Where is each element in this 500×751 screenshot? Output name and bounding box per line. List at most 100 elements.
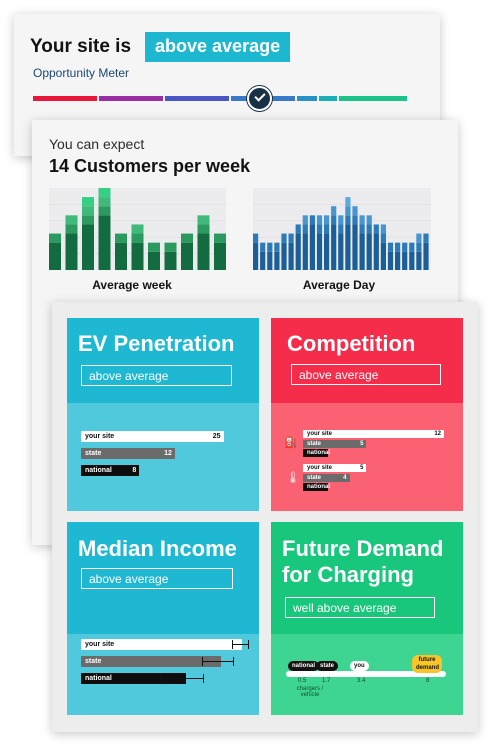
- chart-bar-segment: [115, 242, 127, 270]
- demand-tile-header: [271, 522, 463, 634]
- competition-bar-your-site-value: 12: [434, 431, 441, 437]
- chart-bar-segment: [302, 215, 308, 225]
- ev-bar-state-value: 12: [164, 450, 172, 457]
- chart-bar-segment: [345, 215, 351, 225]
- expect-headline: 14 Customers per week: [49, 156, 251, 176]
- ev-bar-national-value: 8: [132, 467, 137, 474]
- chart-bar-segment: [316, 233, 323, 270]
- income-bar-state: state: [81, 656, 221, 667]
- chart-bar-segment: [82, 197, 94, 207]
- demand-tick-label: 1.7: [322, 678, 331, 684]
- thermometer-icon: 🌡: [286, 472, 300, 484]
- chart-bar-segment: [98, 188, 111, 198]
- chart-bar-segment: [295, 233, 301, 270]
- competition-tile-body: [271, 403, 463, 511]
- demand-marker-you: you: [350, 661, 369, 671]
- meter-segment: [165, 96, 229, 101]
- competition-tile-header: [271, 318, 463, 403]
- chart-bar-segment: [65, 215, 78, 225]
- chart-bar-segment: [380, 242, 386, 270]
- average-week-caption: Average week: [92, 278, 172, 292]
- median-income-value: above average: [81, 568, 233, 589]
- chart-bar-segment: [164, 251, 177, 270]
- opportunity-meter-label: Opportunity Meter: [33, 66, 130, 80]
- ev-tile-header: [67, 318, 259, 403]
- chart-bar-segment: [98, 206, 111, 216]
- chart-bar-segment: [281, 233, 287, 243]
- future-demand-value: well above average: [285, 597, 435, 618]
- chart-bar-segment: [395, 242, 401, 252]
- income-bar-your-site-label: your site: [85, 641, 115, 648]
- chart-bar-segment: [366, 215, 372, 225]
- demand-tick-label: 8: [426, 678, 430, 684]
- competition-bar-your-site: your site 12: [303, 430, 444, 438]
- chart-bar-segment: [380, 233, 386, 243]
- competition-bar-state: state 4: [303, 473, 350, 482]
- chart-bar-segment: [131, 242, 144, 270]
- median-income-tile: Median Income above average your site sta…: [67, 522, 259, 715]
- demand-marker-state: state: [316, 661, 339, 671]
- ev-bar-your-site-label: your site: [85, 433, 115, 440]
- competition-bar-state-value: 4: [343, 474, 347, 481]
- competition-bar-national-label: national: [307, 484, 331, 490]
- demand-tick-label: 0.5: [298, 678, 307, 684]
- chart-bar-segment: [65, 233, 78, 270]
- ev-bar-state-label: state: [85, 450, 102, 457]
- chart-bar-segment: [352, 206, 358, 216]
- income-bar-your-site: your site: [81, 639, 242, 650]
- chart-bar-segment: [345, 206, 351, 216]
- competition-bar-national: national: [303, 483, 331, 491]
- competition-value: above average: [291, 364, 441, 385]
- chart-bar-segment: [65, 224, 78, 234]
- meter-segment: [99, 96, 163, 101]
- site-rating-line: Your site is above average: [30, 32, 291, 62]
- chart-bar-segment: [331, 215, 337, 225]
- chart-bar-segment: [359, 215, 365, 225]
- chart-bar-segment: [359, 224, 365, 234]
- chart-bar-segment: [260, 251, 266, 270]
- chart-bar-segment: [295, 224, 301, 234]
- chart-bar-segment: [380, 224, 386, 234]
- chart-bar-segment: [181, 233, 193, 243]
- chart-bar-segment: [164, 242, 177, 252]
- demand-marker-future-demand: future demand: [412, 655, 442, 673]
- chart-bar-segment: [309, 215, 315, 225]
- demand-tick-label: 3.4: [357, 678, 366, 684]
- ev-bar-your-site-value: 25: [212, 433, 221, 440]
- chart-bar-segment: [324, 233, 330, 270]
- chart-bar-segment: [395, 251, 401, 270]
- chart-bar-segment: [387, 242, 394, 252]
- chart-bar-segment: [214, 242, 226, 270]
- chart-bar-segment: [331, 206, 337, 216]
- ev-bar-your-site: your site 25: [81, 431, 224, 442]
- income-bar-state-label: state: [85, 658, 102, 665]
- chart-bar-segment: [373, 233, 379, 270]
- competition-bar-national-label: national: [307, 450, 331, 456]
- future-demand-tile: Future Demand for Charging well above av…: [271, 522, 463, 715]
- competition-bar-national: national: [303, 449, 331, 457]
- demand-marker-national: national: [288, 661, 320, 671]
- chart-bar-segment: [98, 197, 111, 207]
- chart-bar-segment: [324, 224, 330, 234]
- chart-bar-segment: [197, 224, 210, 234]
- chart-bar-segment: [352, 215, 358, 225]
- competition-bar-your-site-label: your site: [307, 465, 333, 471]
- chart-bar-segment: [366, 224, 372, 234]
- chart-bar-segment: [366, 233, 372, 270]
- chart-bar-segment: [82, 224, 94, 270]
- chart-bar-segment: [309, 224, 315, 270]
- chart-bar-segment: [352, 224, 358, 270]
- chart-bar-segment: [345, 197, 351, 207]
- chart-bar-segment: [148, 242, 160, 252]
- chart-bar-segment: [338, 224, 344, 234]
- chart-bar-segment: [302, 233, 308, 270]
- chart-bar-segment: [338, 233, 344, 270]
- chart-bar-segment: [281, 242, 287, 270]
- ev-bar-national-label: national: [85, 467, 112, 474]
- site-rating-badge: above average: [145, 32, 291, 62]
- chart-bar-segment: [331, 224, 337, 270]
- income-error-bar: [231, 640, 249, 649]
- chart-bar-segment: [373, 224, 379, 234]
- metrics-grid-card: EV Penetration above average your site 25…: [52, 302, 478, 732]
- demand-axis-label: chargers / vehicle: [296, 686, 324, 698]
